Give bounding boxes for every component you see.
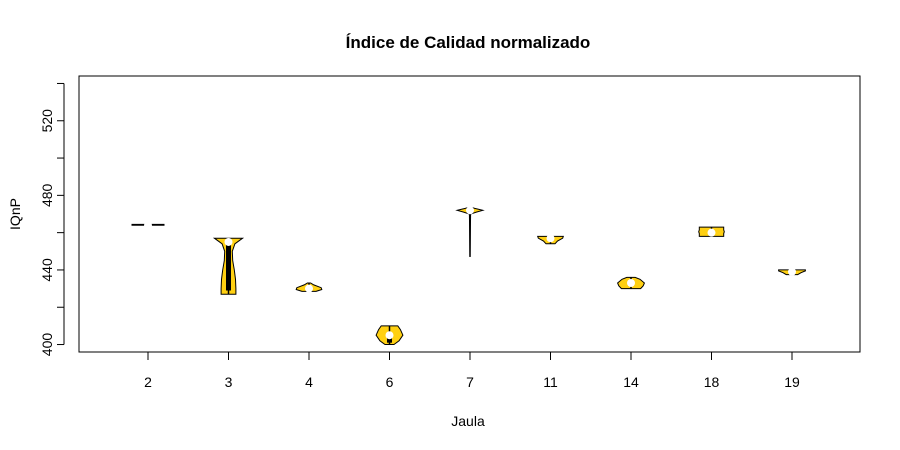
x-tick-label: 11 bbox=[543, 374, 558, 390]
x-tick-label: 3 bbox=[225, 374, 233, 390]
median-dot-14 bbox=[627, 279, 635, 287]
x-tick-label: 18 bbox=[704, 374, 720, 390]
x-axis: 2 3 4 6 7 11 14 18 19 bbox=[144, 351, 800, 390]
x-tick-label: 2 bbox=[144, 374, 152, 390]
x-tick-label: 19 bbox=[784, 374, 800, 390]
y-axis-label: IQnP bbox=[7, 198, 23, 230]
x-axis-label: Jaula bbox=[451, 413, 485, 429]
x-tick-label: 14 bbox=[623, 374, 639, 390]
median-dot-19 bbox=[788, 267, 796, 276]
median-dot-6 bbox=[385, 331, 394, 340]
y-tick-label: 400 bbox=[39, 333, 55, 357]
x-tick-label: 4 bbox=[305, 374, 313, 390]
chart-title: Índice de Calidad normalizado bbox=[346, 33, 591, 52]
y-tick-label: 480 bbox=[39, 183, 55, 207]
median-dot-2 bbox=[144, 221, 152, 230]
x-tick-label: 7 bbox=[466, 374, 474, 390]
y-tick-label: 520 bbox=[39, 109, 55, 133]
violin-group bbox=[131, 206, 806, 345]
x-tick-label: 6 bbox=[386, 374, 394, 390]
y-axis: 400 440 480 520 bbox=[39, 82, 65, 357]
median-dot-18 bbox=[707, 228, 716, 237]
median-dot-11 bbox=[546, 234, 555, 243]
median-dot-3 bbox=[224, 237, 233, 246]
y-tick-label: 440 bbox=[39, 258, 55, 282]
median-dot-4 bbox=[305, 284, 313, 293]
median-dot-7 bbox=[466, 206, 474, 215]
